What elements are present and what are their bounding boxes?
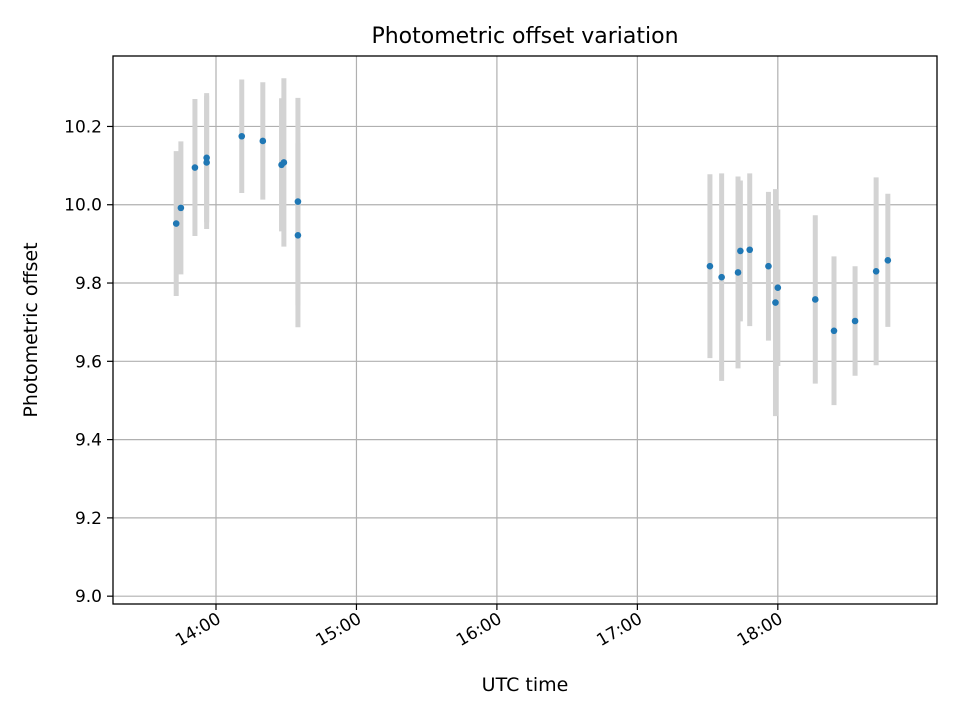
y-tick-label: 9.8 (75, 274, 102, 294)
data-point (203, 159, 210, 166)
data-point (811, 296, 819, 303)
data-point (830, 327, 838, 335)
y-tick-label: 9.0 (75, 587, 102, 607)
data-point (203, 154, 210, 162)
data-point (177, 204, 185, 212)
data-point (191, 164, 199, 171)
y-tick-label: 10.0 (64, 196, 102, 216)
data-point (294, 198, 302, 205)
x-axis-label: UTC time (482, 674, 569, 696)
data-point (280, 159, 288, 166)
data-point (172, 220, 180, 227)
grid-layer (113, 56, 937, 604)
y-tick-label: 9.2 (75, 509, 102, 529)
data-point (734, 269, 742, 276)
data-point (294, 231, 302, 239)
data-point (851, 317, 859, 325)
data-point (238, 132, 246, 140)
data-point (706, 262, 714, 270)
data-point (737, 247, 744, 255)
data-point (872, 267, 880, 275)
point-layer (172, 132, 892, 335)
data-point (884, 257, 892, 264)
y-tick-label: 9.6 (75, 352, 102, 372)
chart-title: Photometric offset variation (371, 24, 678, 49)
data-point (746, 246, 754, 254)
data-point (765, 262, 772, 270)
y-tick-label: 9.4 (75, 431, 102, 451)
data-point (774, 284, 782, 292)
data-point (718, 273, 725, 281)
data-point (772, 299, 779, 306)
plot-frame (112, 55, 938, 605)
y-tick-label: 10.2 (64, 117, 102, 137)
y-axis-label: Photometric offset (20, 242, 42, 417)
data-point (259, 137, 267, 145)
